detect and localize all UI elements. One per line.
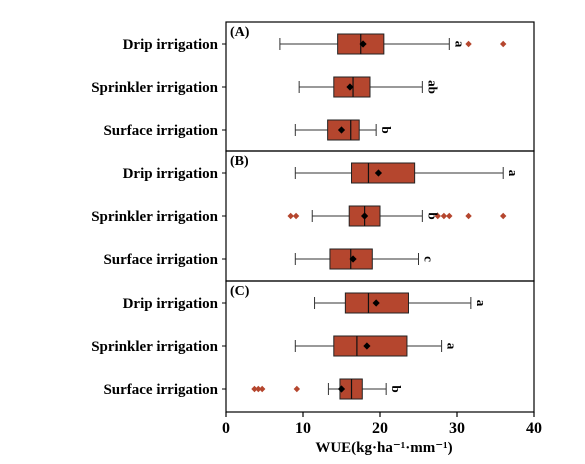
significance-label: a xyxy=(445,343,460,350)
category-label: Sprinkler irrigation xyxy=(91,80,218,96)
outlier-point xyxy=(255,385,262,393)
outlier-point xyxy=(292,212,300,220)
mean-marker xyxy=(346,83,354,91)
panel-label: (A) xyxy=(230,25,250,40)
mean-marker xyxy=(372,299,380,307)
mean-marker xyxy=(337,126,346,134)
x-tick-label: 40 xyxy=(526,420,542,437)
box-3: Surface irrigation b xyxy=(103,378,404,400)
category-label: Surface irrigation xyxy=(103,123,218,139)
significance-label: b xyxy=(389,385,404,392)
mean-marker xyxy=(359,40,367,48)
significance-label: a xyxy=(474,300,489,307)
panel-3: (C) Drip irrigation a Sprinkler irrigation a… xyxy=(91,280,535,413)
outlier-point xyxy=(287,212,294,220)
outlier-point xyxy=(500,212,507,220)
outlier-point xyxy=(251,385,258,393)
significance-label: b xyxy=(379,126,394,133)
outlier-point xyxy=(434,212,441,220)
category-label: Surface irrigation xyxy=(103,382,218,398)
significance-label: c xyxy=(422,256,437,262)
box-3: Surface irrigation b xyxy=(103,119,394,141)
mean-marker xyxy=(374,169,383,177)
mean-marker xyxy=(337,385,346,393)
x-axis-title: WUE(kg·ha⁻¹·mm⁻¹) xyxy=(315,440,452,456)
category-label: Sprinkler irrigation xyxy=(91,339,218,355)
x-tick-label: 10 xyxy=(295,420,311,437)
box-2: Sprinkler irrigation b xyxy=(91,205,507,227)
x-tick-label: 0 xyxy=(222,420,230,437)
x-tick-label: 20 xyxy=(372,420,388,437)
iqr-box xyxy=(351,162,416,184)
mean-marker xyxy=(361,212,369,220)
panel-1: (A) Drip irrigation a Sprinkler irrigation a… xyxy=(91,21,535,152)
outlier-point xyxy=(440,212,448,220)
box-1: Drip irrigation a xyxy=(123,33,507,55)
box-1: Drip irrigation a xyxy=(123,162,521,184)
significance-label: b xyxy=(425,212,440,219)
box-2: Sprinkler irrigation ab xyxy=(91,76,440,98)
category-label: Surface irrigation xyxy=(103,252,218,268)
x-tick-label: 30 xyxy=(449,420,465,437)
mean-marker xyxy=(363,342,371,350)
outlier-point xyxy=(258,385,266,393)
panel-label: (B) xyxy=(230,154,249,169)
significance-label: a xyxy=(506,170,521,177)
outlier-point xyxy=(465,212,472,220)
category-label: Drip irrigation xyxy=(123,37,219,53)
panel-2: (B) Drip irrigation a Sprinkler irrigation b… xyxy=(91,150,535,282)
mean-marker xyxy=(349,255,357,263)
significance-label: ab xyxy=(425,80,440,94)
significance-label: a xyxy=(452,41,467,48)
category-label: Drip irrigation xyxy=(123,296,219,312)
panels-layer: (A) Drip irrigation a Sprinkler irrigation a… xyxy=(91,21,535,413)
outlier-point xyxy=(465,40,472,48)
outlier-point xyxy=(446,212,453,220)
x-axis: 0 10 20 30 40 WUE(kg·ha⁻¹·mm⁻¹) xyxy=(222,412,542,456)
box-3: Surface irrigation c xyxy=(103,248,437,270)
category-label: Drip irrigation xyxy=(123,166,219,182)
category-label: Sprinkler irrigation xyxy=(91,209,218,225)
box-2: Sprinkler irrigation a xyxy=(91,335,460,357)
box-1: Drip irrigation a xyxy=(123,292,489,314)
outlier-point xyxy=(500,40,507,48)
panel-label: (C) xyxy=(230,284,250,299)
outlier-point xyxy=(293,385,301,393)
